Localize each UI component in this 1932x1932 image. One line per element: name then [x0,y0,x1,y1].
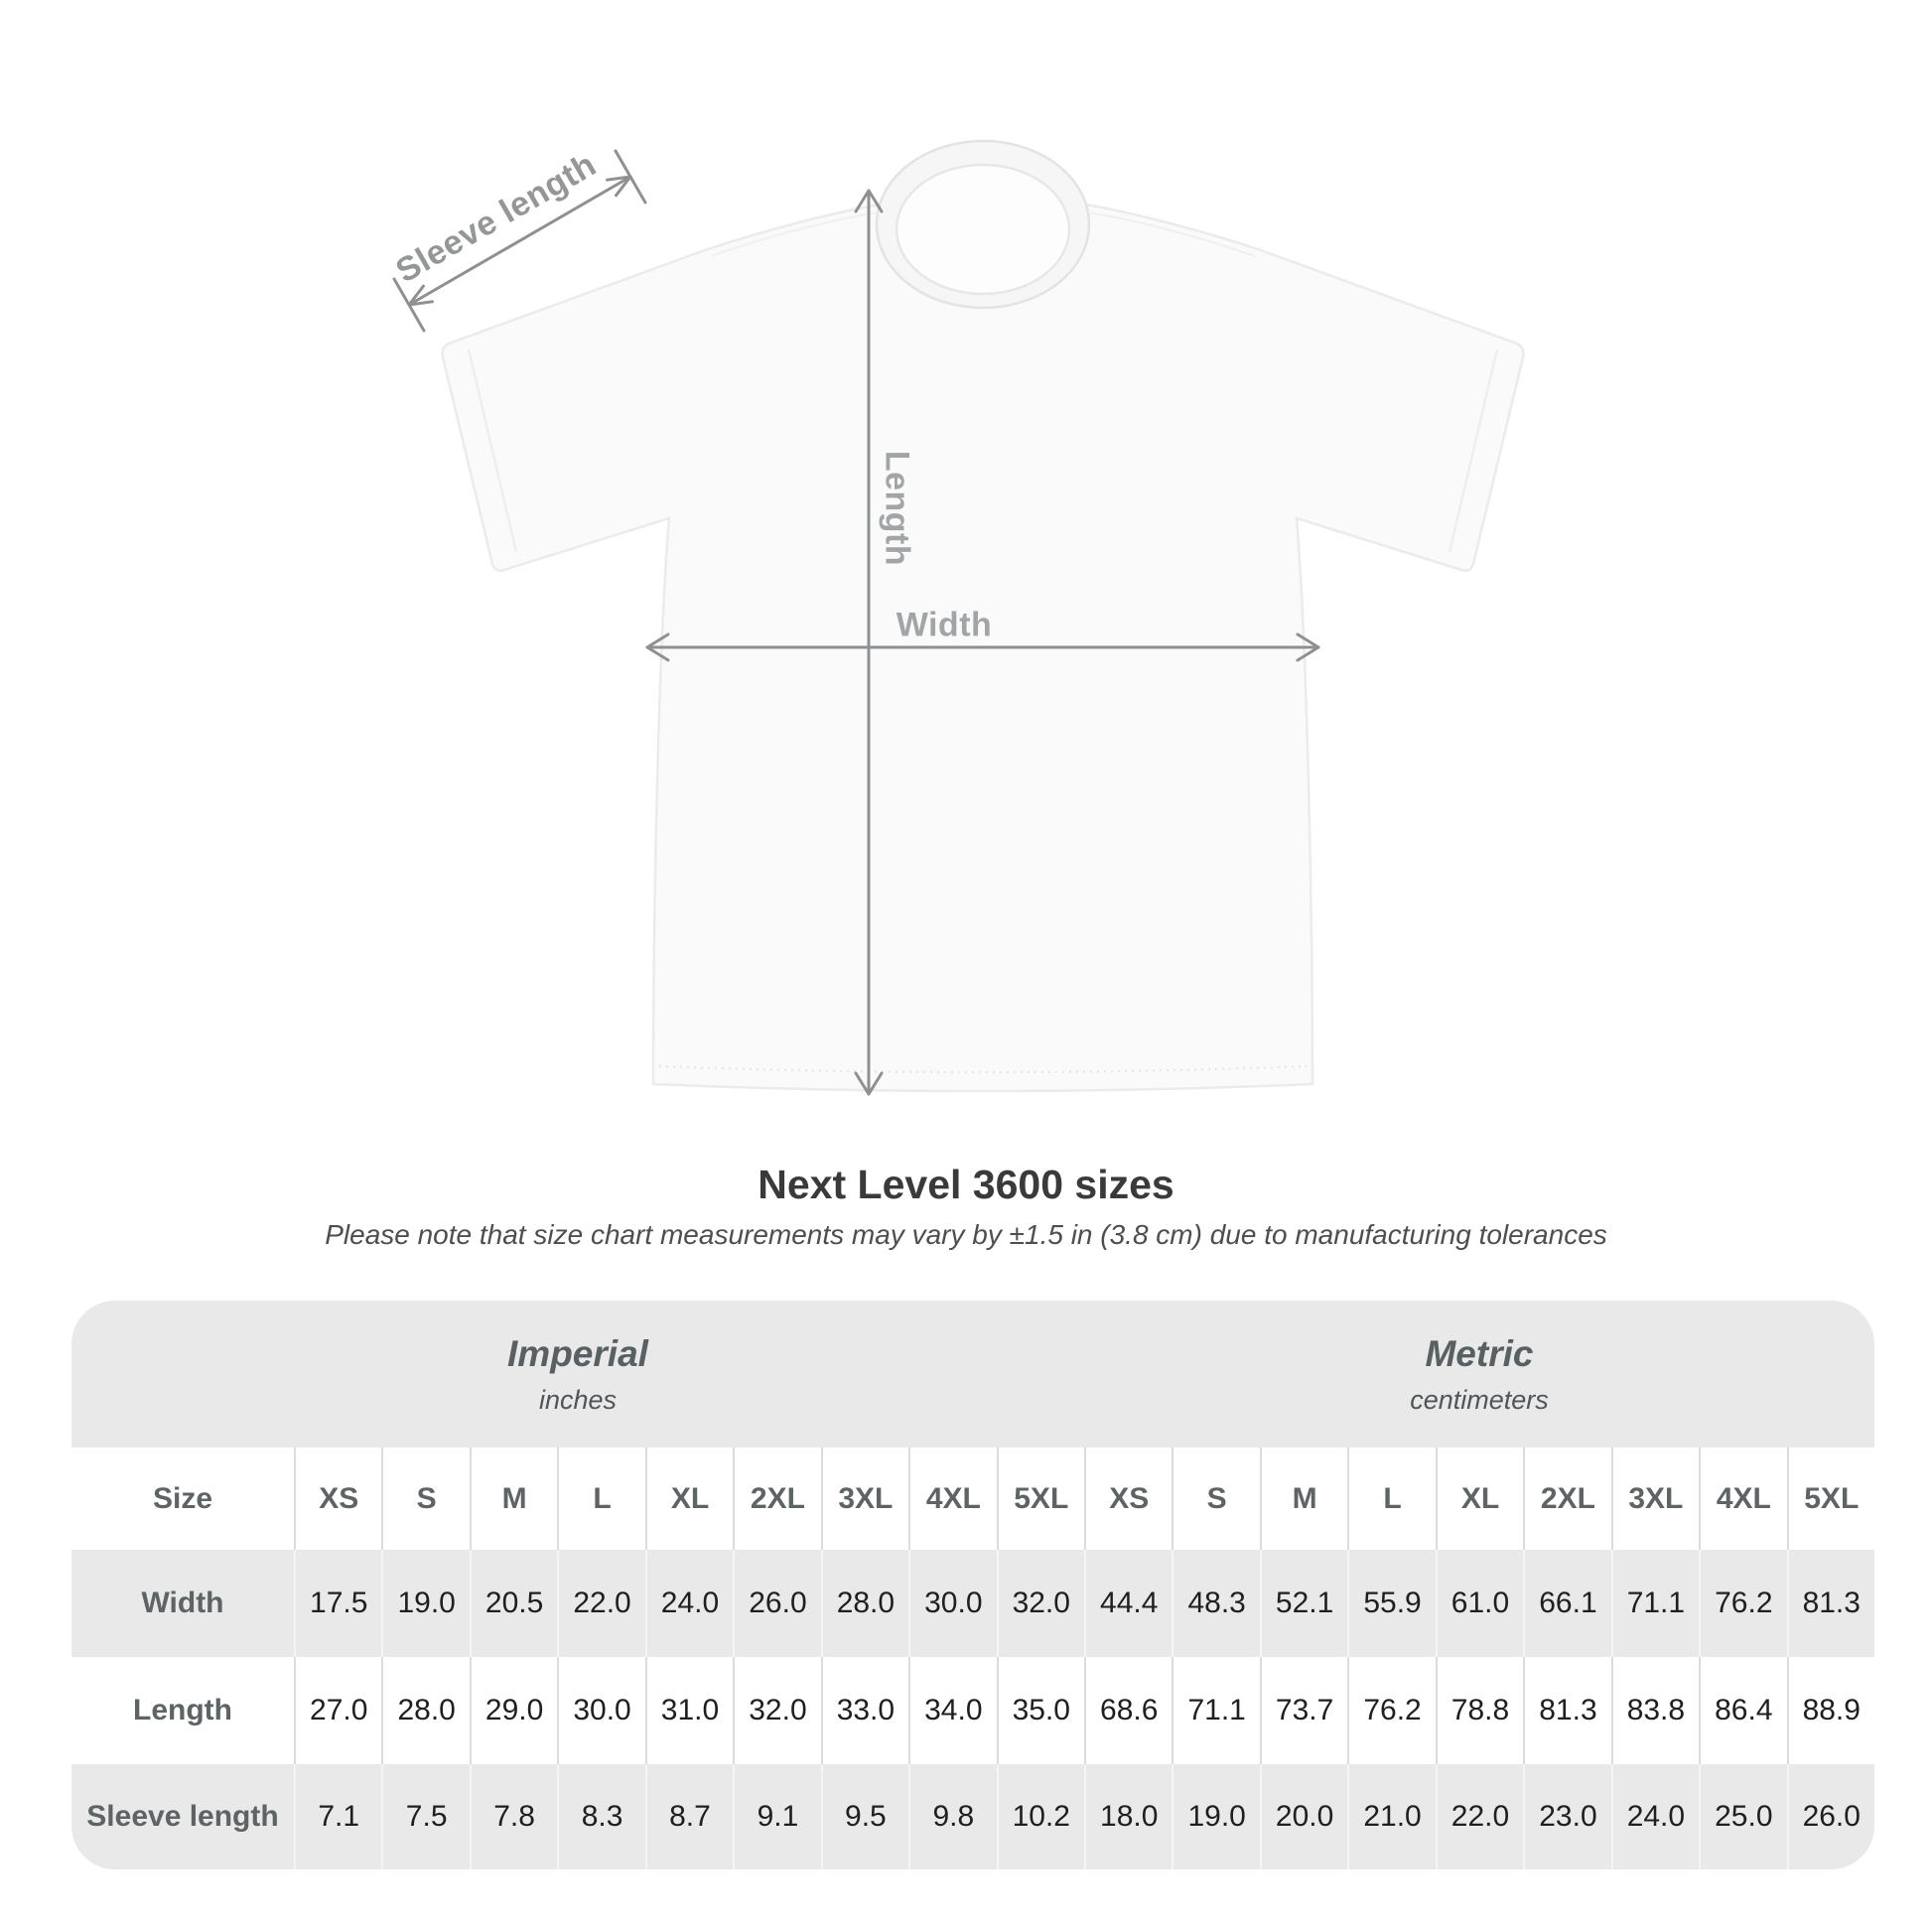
measurement-value-cell: 26.0 [1786,1764,1874,1869]
measurement-value-cell: 20.0 [1259,1764,1347,1869]
size-column-header: 2XL [1523,1448,1611,1550]
size-column-header: M [1259,1448,1348,1550]
measurement-value-cell: 48.3 [1172,1550,1259,1657]
measurement-value-cell: 7.8 [469,1764,557,1869]
measurement-value-cell: 22.0 [557,1550,644,1657]
measurement-value-cell: 30.0 [557,1657,645,1764]
size-header-label: Size [71,1448,294,1550]
page-subtitle: Please note that size chart measurements… [325,1219,1607,1250]
measurement-value-cell: 25.0 [1699,1764,1786,1869]
measurement-value-cell: 9.8 [908,1764,996,1869]
measurement-value-cell: 30.0 [908,1550,996,1657]
left-cuff-seam [467,348,518,553]
measurement-row-label: Sleeve length [86,1800,279,1833]
measurement-row-label: Length [71,1657,294,1764]
tshirt-shape [441,139,1525,1093]
unit-group-sublabel: inches [538,1384,618,1415]
measurement-value-cell: 33.0 [820,1657,909,1764]
size-column-header: 5XL [996,1448,1084,1550]
measurement-value-cell: 66.1 [1523,1550,1610,1657]
measurement-value-cell: 23.0 [1523,1764,1610,1869]
measurement-value-cell: 21.0 [1347,1764,1435,1869]
unit-group-label: Metric [1425,1332,1534,1374]
measurement-value-cell: 19.0 [1172,1764,1259,1869]
measurement-value-cell: 17.5 [294,1550,381,1657]
measurement-value-cell: 18.0 [1083,1764,1172,1869]
measurement-value-cell: 83.8 [1610,1657,1700,1764]
measurement-value-cell: 8.7 [644,1764,733,1869]
measurement-value-cell: 27.0 [294,1657,382,1764]
measurement-value-cell: 44.4 [1083,1550,1172,1657]
measurement-value-cell: 7.5 [381,1764,469,1869]
sleeve-length-arrow [392,149,647,333]
measurement-value-cell: 24.0 [644,1550,733,1657]
measurement-value-cell: 9.5 [820,1764,908,1869]
size-column-header: 4XL [908,1448,997,1550]
collar [875,139,1091,310]
measurement-value-cell: 73.7 [1259,1657,1348,1764]
measurement-value-cell: 76.2 [1347,1657,1436,1764]
size-column-header: XL [644,1448,734,1550]
measurement-value-cell: 71.1 [1172,1657,1260,1764]
measurement-value-cell: 8.3 [557,1764,644,1869]
size-column-header: XL [1435,1448,1524,1550]
measurement-value-cell: 61.0 [1435,1550,1523,1657]
width-arrow [645,632,1320,662]
measurement-value-cell: 88.9 [1786,1657,1874,1764]
measurement-value-cell: 55.9 [1347,1550,1435,1657]
left-shoulder-seam [710,211,879,257]
size-column-header: 3XL [820,1448,909,1550]
size-column-header: 5XL [1786,1448,1874,1550]
size-column-header: L [557,1448,645,1550]
unit-group-label: Imperial [507,1332,648,1374]
page-title: Next Level 3600 sizes [758,1162,1174,1207]
measurement-value-cell: 81.3 [1786,1550,1874,1657]
length-label: Length [878,450,916,567]
size-table-grid: Imperial inches Metric centimeters Size XS S M L… [71,1301,1874,1869]
unit-group-sublabel: centimeters [1410,1384,1549,1415]
size-column-header: 2XL [733,1448,821,1550]
measurement-value-cell: 68.6 [1083,1657,1173,1764]
hem-stitch [658,1064,1308,1074]
measurement-value-cell: 34.0 [908,1657,997,1764]
measurement-value-cell: 32.0 [733,1657,821,1764]
measurement-value-cell: 31.0 [644,1657,734,1764]
measurement-row-label: Width [141,1587,224,1619]
unit-group-imperial: Imperial inches [71,1301,1084,1448]
measurement-value-cell: 20.5 [469,1550,557,1657]
measurement-value-cell: 71.1 [1610,1550,1699,1657]
measurement-value-cell: 78.8 [1435,1657,1524,1764]
size-column-header: L [1347,1448,1436,1550]
measurement-value-cell: 24.0 [1610,1764,1699,1869]
size-column-header: S [1172,1448,1260,1550]
measurement-value-cell: 9.1 [733,1764,820,1869]
measurement-value-cell: 29.0 [469,1657,558,1764]
right-cuff-seam [1448,348,1499,553]
measurement-value-cell: 28.0 [820,1550,908,1657]
tshirt-illustration [392,139,1525,1096]
measurement-value-cell: 19.0 [381,1550,469,1657]
unit-group-metric: Metric centimeters [1084,1301,1874,1448]
measurement-value-cell: 86.4 [1699,1657,1787,1764]
measurement-value-cell: 22.0 [1435,1764,1523,1869]
length-arrow [854,189,884,1096]
measurement-value-cell: 76.2 [1699,1550,1786,1657]
measurement-value-cell: 81.3 [1523,1657,1611,1764]
width-label: Width [896,606,993,644]
size-column-header: S [381,1448,470,1550]
size-column-header: XS [294,1448,382,1550]
measurement-value-cell: 52.1 [1259,1550,1347,1657]
measurement-value-cell: 26.0 [733,1550,820,1657]
size-column-header: XS [1083,1448,1173,1550]
measurement-value-cell: 10.2 [996,1764,1084,1869]
right-shoulder-seam [1087,211,1256,257]
size-column-header: 4XL [1699,1448,1787,1550]
measurement-value-cell: 32.0 [996,1550,1084,1657]
size-column-header: 3XL [1610,1448,1700,1550]
measurement-value-cell: 28.0 [381,1657,470,1764]
size-column-header: M [469,1448,558,1550]
measurement-value-cell: 35.0 [996,1657,1084,1764]
measurement-value-cell: 7.1 [294,1764,381,1869]
